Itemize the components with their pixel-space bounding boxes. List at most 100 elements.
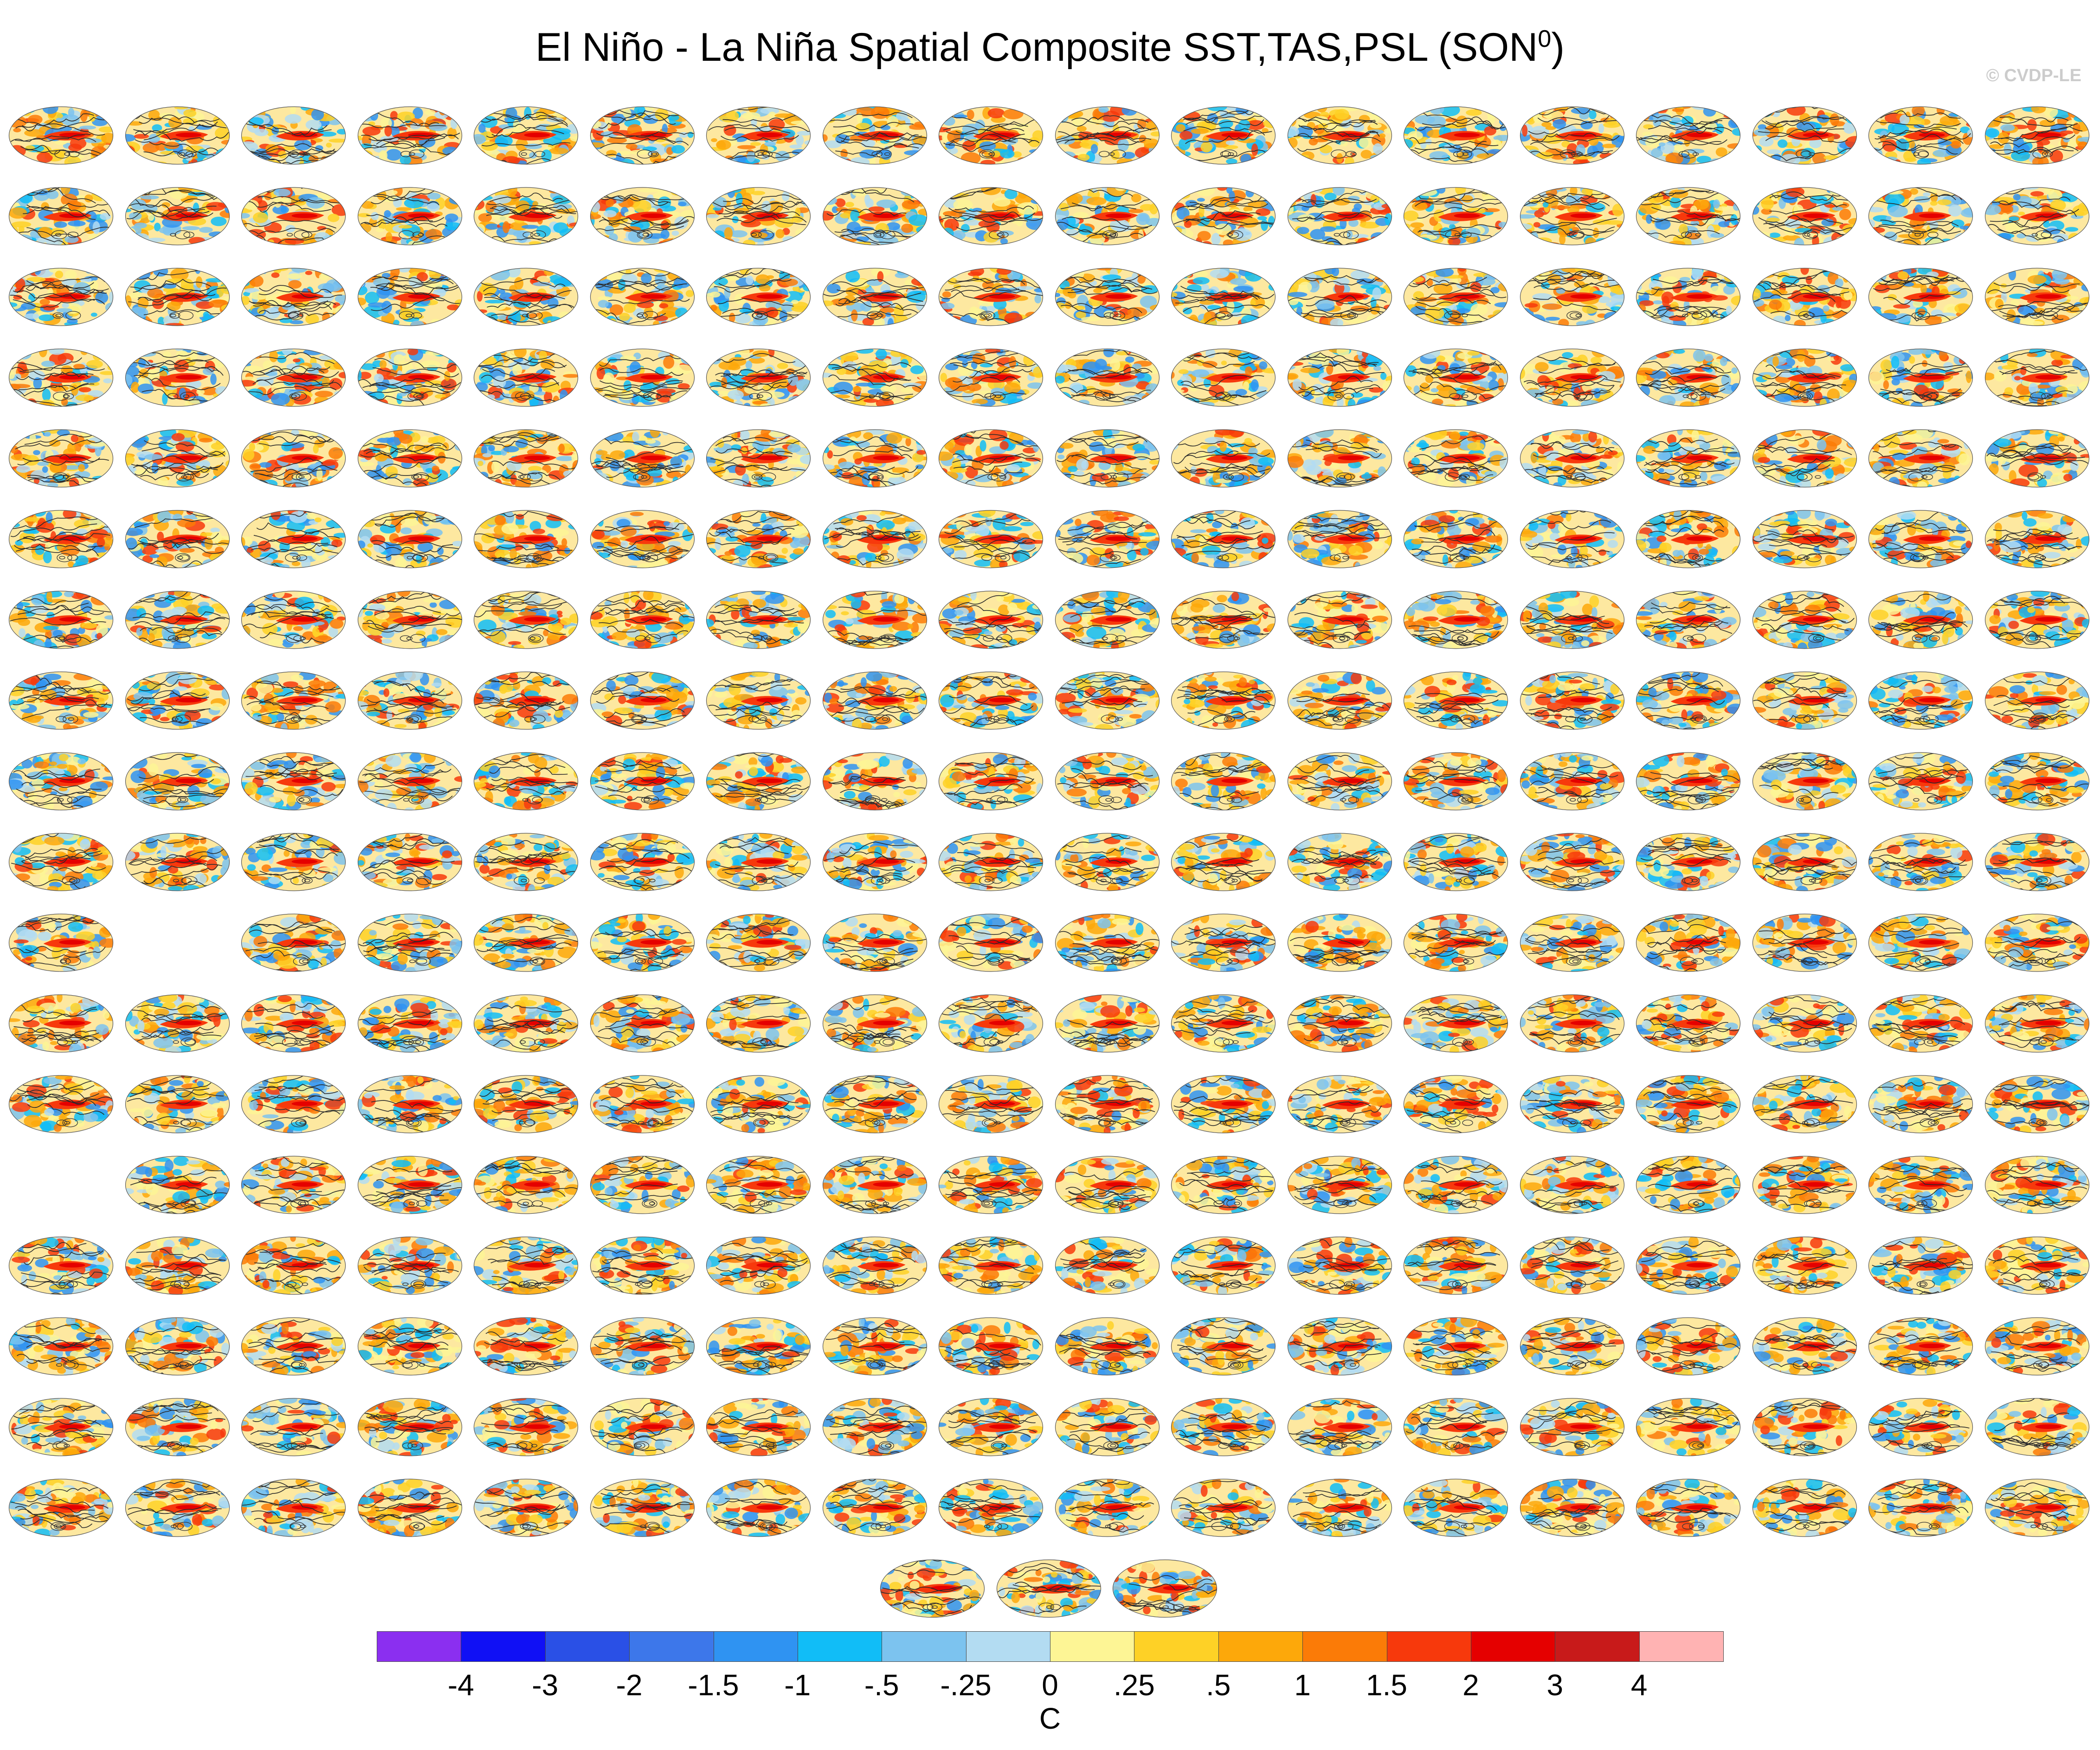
anomaly-blob [187, 192, 206, 197]
anomaly-blob [726, 187, 732, 193]
psl-contour [1878, 138, 1964, 151]
anomaly-blob [1524, 303, 1538, 308]
anomaly-blob [1191, 128, 1209, 134]
anomaly-blob [1081, 316, 1101, 322]
anomaly-blob [1636, 283, 1642, 291]
anomaly-blob [671, 231, 679, 236]
anomaly-blob [61, 398, 68, 406]
enso-core [2035, 294, 2061, 299]
anomaly-blob [458, 268, 462, 274]
anomaly-blob [390, 268, 399, 277]
anomaly-blob [1197, 198, 1205, 202]
psl-contour [593, 115, 670, 121]
anomaly-blob [315, 391, 333, 398]
anomaly-blob [940, 302, 955, 309]
anomaly-blob [1641, 161, 1659, 164]
psl-contour-ring [418, 233, 424, 237]
anomaly-blob [1963, 207, 1973, 216]
anomaly-blob [1381, 187, 1391, 197]
anomaly-blob [1035, 119, 1043, 124]
anomaly-blob [747, 151, 755, 162]
anomaly-blob [426, 203, 440, 212]
enso-core [1454, 213, 1480, 218]
anomaly-blob [2065, 296, 2079, 300]
anomaly-blob [1882, 139, 1897, 152]
psl-contour-ring [177, 149, 193, 159]
anomaly-blob [39, 314, 54, 322]
composite-map [8, 187, 114, 245]
psl-contour [138, 114, 220, 124]
anomaly-blob [590, 154, 598, 164]
psl-contour [724, 126, 811, 134]
anomaly-blob [358, 397, 374, 403]
anomaly-blob [803, 283, 811, 291]
anomaly-blob [1494, 232, 1508, 242]
anomaly-blob [221, 140, 229, 145]
anomaly-blob [1226, 300, 1235, 313]
anomaly-blob [1614, 151, 1624, 161]
psl-contour [1537, 107, 1621, 116]
anomaly-blob [1752, 237, 1767, 245]
anomaly-blob [1466, 109, 1482, 116]
anomaly-blob [943, 313, 954, 324]
anomaly-blob [590, 316, 606, 322]
anomaly-blob [305, 270, 313, 275]
anomaly-blob [1653, 300, 1663, 304]
anomaly-blob [362, 126, 380, 136]
anomaly-blob [271, 392, 290, 405]
anomaly-blob [1493, 135, 1508, 142]
psl-contour [361, 193, 439, 206]
composite-map [1287, 106, 1392, 165]
anomaly-blob [840, 212, 850, 219]
psl-contour [360, 216, 433, 227]
anomaly-blob [1366, 315, 1376, 323]
anomaly-blob [711, 138, 717, 142]
psl-contour [128, 190, 229, 200]
anomaly-blob [660, 229, 670, 239]
composite-map-panel [704, 177, 813, 247]
psl-contour [486, 124, 564, 138]
anomaly-blob [274, 197, 282, 208]
composite-map-panel [1634, 97, 1743, 166]
anomaly-blob [2077, 142, 2088, 149]
anomaly-blob [1334, 109, 1349, 120]
anomaly-blob [1476, 153, 1496, 159]
anomaly-blob [1985, 204, 2001, 215]
anomaly-blob [290, 107, 296, 114]
anomaly-blob [2036, 141, 2043, 153]
anomaly-blob [1445, 124, 1463, 129]
composite-map [1171, 106, 1276, 165]
anomaly-blob [706, 231, 716, 243]
anomaly-blob [939, 107, 946, 112]
anomaly-blob [1537, 224, 1556, 230]
anomaly-blob [42, 107, 58, 114]
anomaly-blob [68, 220, 86, 227]
psl-contour [1985, 118, 2074, 127]
anomaly-blob [2084, 240, 2089, 244]
psl-contour [940, 116, 1024, 132]
anomaly-blob [2068, 233, 2080, 243]
anomaly-blob [548, 297, 559, 309]
psl-contour-ring [1222, 149, 1237, 159]
anomaly-blob [211, 322, 222, 326]
map-outline [590, 106, 695, 165]
anomaly-blob [682, 107, 694, 113]
anomaly-blob [1379, 321, 1391, 326]
anomaly-blob [293, 358, 301, 363]
anomaly-blob [706, 159, 715, 164]
anomaly-blob [329, 138, 346, 143]
map-outline [706, 106, 811, 165]
anomaly-blob [1445, 118, 1458, 122]
anomaly-blob [823, 300, 833, 307]
anomaly-blob [1752, 268, 1766, 275]
anomaly-blob [1121, 107, 1137, 116]
anomaly-blob [326, 142, 332, 148]
psl-contour [1298, 125, 1375, 137]
anomaly-blob [640, 273, 652, 283]
psl-contour-ring [408, 149, 425, 159]
title-superscript: 0 [1538, 26, 1551, 52]
anomaly-blob [1262, 128, 1269, 133]
anomaly-blob [1350, 270, 1370, 280]
anomaly-blob [911, 268, 926, 271]
chart-title: El Niño - La Niña Spatial Composite SST,… [0, 16, 2100, 71]
